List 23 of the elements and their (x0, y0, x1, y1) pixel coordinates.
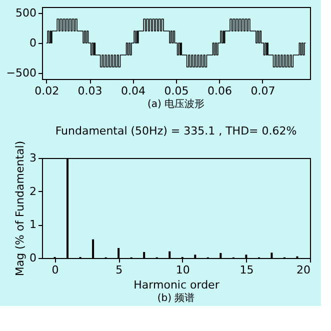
y-tick-label: 0 (30, 36, 36, 50)
y-tick-label: 2 (30, 184, 36, 198)
y-tick-label: −500 (6, 66, 36, 80)
x-tick-label: 5 (116, 264, 123, 276)
y-tick-label: 500 (16, 6, 36, 20)
text: (b) 频谱 (157, 292, 195, 304)
chart-title: Fundamental (50Hz) = 335.1 , THD= 0.62% (55, 124, 297, 138)
x-tick-label: 10 (176, 264, 190, 276)
x-tick-label: 0.06 (207, 84, 232, 98)
x-tick-label: 0.02 (34, 84, 60, 98)
y-tick-label: 3 (30, 152, 36, 164)
x-tick-label: 0.07 (250, 84, 276, 98)
x-tick-label: 0.04 (121, 84, 146, 98)
y-axis-title: Mag (% of Fundamental) (14, 140, 26, 276)
x-tick-label: 0 (52, 264, 59, 276)
x-tick-label: 15 (240, 264, 254, 276)
text: (a) 电压波形 (147, 98, 205, 110)
x-axis-title: Harmonic order (134, 278, 220, 292)
y-tick-label: 1 (30, 218, 36, 232)
x-tick-label: 0.03 (78, 84, 102, 98)
x-tick-label: 0.05 (164, 84, 189, 98)
y-tick-label: 0 (30, 252, 36, 264)
x-tick-label: 20 (296, 264, 310, 276)
